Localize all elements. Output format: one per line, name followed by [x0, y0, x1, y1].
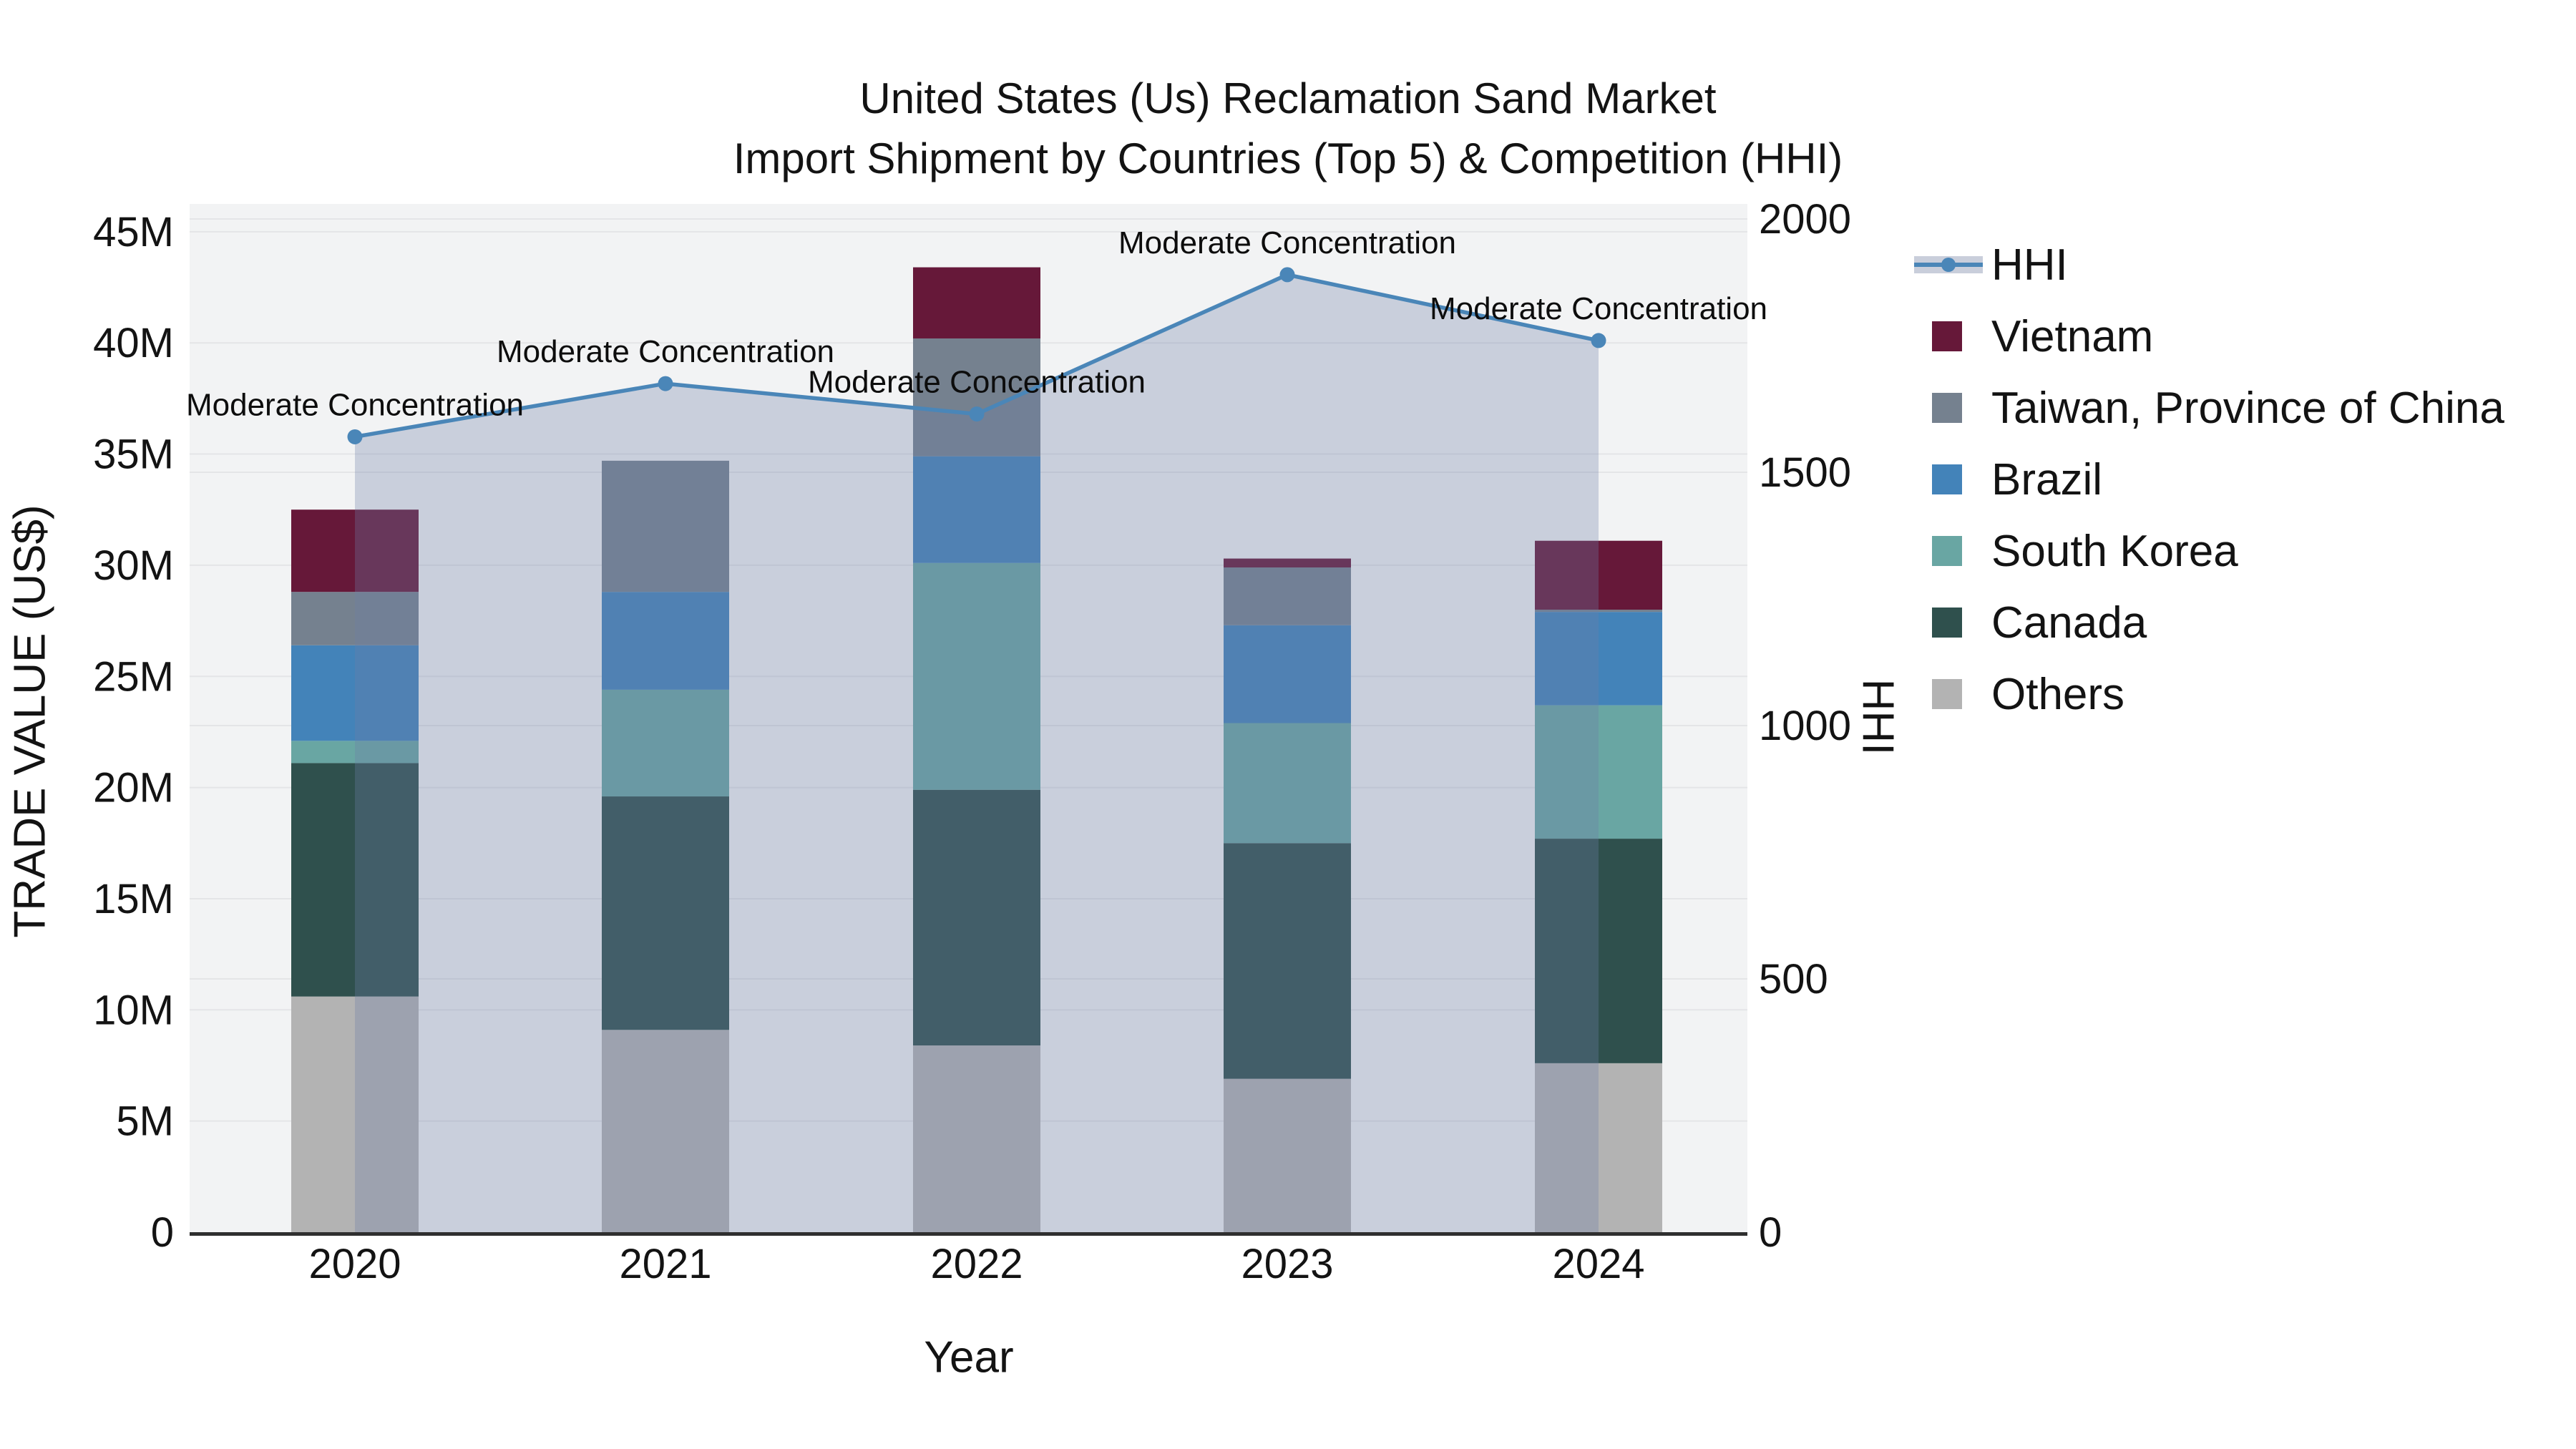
annotation-2023: Moderate Concentration: [1118, 225, 1456, 260]
bar-segment-others-2023[interactable]: [1224, 1078, 1351, 1232]
bar-segment-south-korea-2020[interactable]: [291, 741, 419, 763]
x-tick-2021: 2021: [619, 1241, 711, 1287]
bar-segment-others-2024[interactable]: [1535, 1063, 1662, 1232]
legend-color-swatch: [1914, 321, 1986, 351]
hhi-marker-2021[interactable]: [658, 376, 673, 391]
legend-hhi-line-icon: [1914, 256, 1986, 273]
annotation-2021: Moderate Concentration: [497, 334, 834, 369]
hhi-area-fill: [355, 274, 1599, 1232]
right-tick-1500: 1500: [1759, 449, 1851, 496]
bar-segment-canada-2022[interactable]: [913, 789, 1040, 1046]
left-tick-40M: 40M: [93, 320, 174, 366]
chart-title-line1: United States (Us) Reclamation Sand Mark…: [859, 74, 1717, 122]
legend-label: South Korea: [1991, 526, 2238, 576]
left-tick-30M: 30M: [93, 542, 174, 589]
swatch-others: [1932, 679, 1962, 709]
bar-segment-taiwan-province-of-china-2020[interactable]: [291, 592, 419, 645]
chart-title-line2: Import Shipment by Countries (Top 5) & C…: [733, 135, 1843, 182]
bar-segment-vietnam-2022[interactable]: [913, 267, 1040, 338]
bar-segment-others-2021[interactable]: [602, 1030, 729, 1232]
bar-segment-south-korea-2023[interactable]: [1224, 723, 1351, 844]
chart-title: United States (Us) Reclamation Sand Mark…: [0, 69, 2576, 189]
legend-color-swatch: [1914, 679, 1986, 709]
legend-color-swatch: [1914, 393, 1986, 423]
x-tick-2024: 2024: [1552, 1241, 1644, 1287]
right-axis-title: HHI: [1853, 678, 1903, 756]
swatch-canada: [1932, 608, 1962, 638]
x-axis-title: Year: [924, 1332, 1014, 1382]
bar-segment-south-korea-2024[interactable]: [1535, 705, 1662, 839]
left-tick-5M: 5M: [116, 1098, 174, 1145]
left-tick-45M: 45M: [93, 209, 174, 255]
legend-color-swatch: [1914, 464, 1986, 494]
legend-item-south-korea[interactable]: South Korea: [1914, 515, 2504, 587]
right-tick-0: 0: [1759, 1209, 1782, 1256]
bar-segment-brazil-2022[interactable]: [913, 456, 1040, 563]
left-axis-title: TRADE VALUE (US$): [5, 504, 55, 938]
left-tick-20M: 20M: [93, 765, 174, 811]
x-tick-2020: 2020: [308, 1241, 401, 1287]
hhi-marker-2024[interactable]: [1591, 333, 1606, 348]
left-tick-10M: 10M: [93, 987, 174, 1033]
bar-segment-canada-2020[interactable]: [291, 763, 419, 997]
hhi-area-swatch: [1914, 256, 1983, 273]
legend-label: Vietnam: [1991, 311, 2154, 361]
bar-segment-others-2022[interactable]: [913, 1045, 1040, 1232]
bar-segment-taiwan-province-of-china-2022[interactable]: [913, 338, 1040, 457]
bar-segment-others-2020[interactable]: [291, 996, 419, 1232]
annotation-2020: Moderate Concentration: [186, 387, 524, 422]
left-tick-0: 0: [151, 1209, 174, 1256]
bar-segment-canada-2023[interactable]: [1224, 843, 1351, 1079]
bar-segment-taiwan-province-of-china-2021[interactable]: [602, 460, 729, 592]
bar-segment-south-korea-2021[interactable]: [602, 689, 729, 797]
bar-segment-south-korea-2022[interactable]: [913, 562, 1040, 790]
bar-segment-brazil-2024[interactable]: [1535, 612, 1662, 706]
bar-segment-canada-2021[interactable]: [602, 796, 729, 1030]
right-tick-1000: 1000: [1759, 703, 1851, 749]
bar-segment-brazil-2021[interactable]: [602, 592, 729, 690]
left-tick-15M: 15M: [93, 876, 174, 922]
legend-color-swatch: [1914, 536, 1986, 566]
legend-label: Others: [1991, 669, 2125, 719]
hhi-marker-2020[interactable]: [347, 429, 363, 444]
bar-segment-canada-2024[interactable]: [1535, 839, 1662, 1063]
bar-segment-brazil-2023[interactable]: [1224, 625, 1351, 723]
left-tick-25M: 25M: [93, 653, 174, 700]
legend-label: HHI: [1991, 240, 2068, 290]
right-tick-2000: 2000: [1759, 196, 1851, 243]
legend-label: Canada: [1991, 597, 2147, 648]
legend-label: Brazil: [1991, 454, 2103, 504]
swatch-south-korea: [1932, 536, 1962, 566]
hhi-marker-2022[interactable]: [969, 406, 985, 422]
legend-item-taiwan-province-of-china[interactable]: Taiwan, Province of China: [1914, 372, 2504, 444]
bar-segment-taiwan-province-of-china-2023[interactable]: [1224, 567, 1351, 625]
swatch-taiwan-province-of-china: [1932, 393, 1962, 423]
legend: HHI Vietnam Taiwan, Province of China Brazi…: [1914, 229, 2504, 730]
legend-label: Taiwan, Province of China: [1991, 383, 2504, 433]
bar-segment-vietnam-2023[interactable]: [1224, 558, 1351, 568]
legend-item-canada[interactable]: Canada: [1914, 587, 2504, 658]
x-tick-2022: 2022: [930, 1241, 1023, 1287]
right-tick-500: 500: [1759, 956, 1828, 1002]
bar-segment-vietnam-2020[interactable]: [291, 509, 419, 592]
legend-item-hhi[interactable]: HHI: [1914, 229, 2504, 301]
left-tick-35M: 35M: [93, 431, 174, 478]
hhi-marker-2023[interactable]: [1279, 267, 1295, 283]
legend-color-swatch: [1914, 608, 1986, 638]
legend-item-vietnam[interactable]: Vietnam: [1914, 301, 2504, 372]
annotation-2022: Moderate Concentration: [808, 365, 1146, 400]
x-tick-2023: 2023: [1241, 1241, 1333, 1287]
annotation-2024: Moderate Concentration: [1430, 291, 1767, 326]
swatch-vietnam: [1932, 321, 1962, 351]
bar-segment-vietnam-2024[interactable]: [1535, 540, 1662, 610]
bar-segment-taiwan-province-of-china-2024[interactable]: [1535, 610, 1662, 613]
bar-segment-brazil-2020[interactable]: [291, 645, 419, 741]
swatch-brazil: [1932, 464, 1962, 494]
legend-item-others[interactable]: Others: [1914, 658, 2504, 730]
legend-item-brazil[interactable]: Brazil: [1914, 444, 2504, 515]
